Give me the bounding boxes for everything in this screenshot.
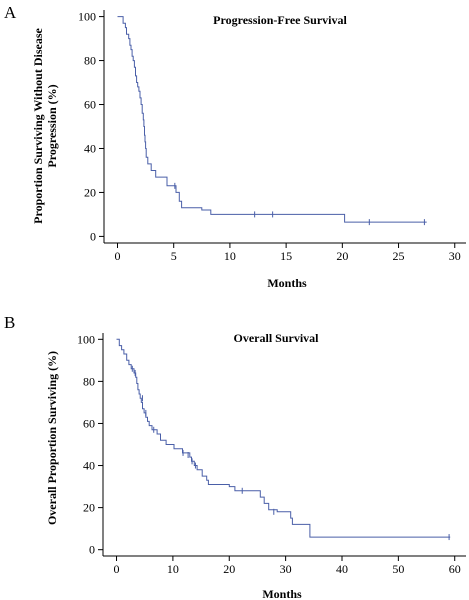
x-tick-label: 0 [114, 562, 120, 576]
y-tick-label: 40 [84, 141, 96, 155]
y-tick-label: 100 [77, 332, 95, 346]
x-tick-label: 30 [449, 249, 461, 263]
y-tick-label: 20 [83, 501, 95, 515]
x-tick-label: 30 [280, 562, 292, 576]
chart-title-os: Overall Survival [234, 331, 320, 345]
panel-b-os-chart: B Overall Survival Months Overall Propor… [4, 313, 466, 600]
plot-area-pfs: 0 5 10 15 20 25 30 0 20 40 60 80 100 [78, 10, 466, 263]
x-tick-label: 0 [114, 249, 120, 263]
x-axis-title-pfs: Months [267, 276, 307, 290]
y-tick-label: 80 [84, 54, 96, 68]
y-axis-title-pfs-line1: Proportion Surviving Without Disease [31, 27, 45, 223]
x-tick-label: 20 [336, 249, 348, 263]
survival-curve [116, 338, 451, 538]
y-tick-label: 0 [89, 543, 95, 557]
x-axis-title-os: Months [262, 587, 302, 600]
plot-area-os: 0 10 20 30 40 50 60 0 20 40 60 80 100 [77, 332, 466, 576]
y-tick-label: 100 [78, 10, 96, 24]
x-tick-label: 5 [171, 249, 177, 263]
x-tick-label: 60 [449, 562, 461, 576]
x-tick-label: 25 [393, 249, 405, 263]
x-tick-label: 10 [167, 562, 179, 576]
x-tick-label: 50 [392, 562, 404, 576]
panel-label-b: B [4, 313, 15, 332]
y-axis-title-os: Overall Proportion Surviving (%) [45, 351, 59, 525]
y-tick-label: 0 [90, 229, 96, 243]
survival-curve [117, 16, 427, 223]
y-axis-title-pfs-line2: Progression (%) [45, 84, 59, 167]
y-tick-label: 40 [83, 459, 95, 473]
x-tick-label: 10 [224, 249, 236, 263]
panel-label-a: A [4, 3, 17, 22]
y-tick-label: 60 [84, 98, 96, 112]
x-tick-label: 40 [336, 562, 348, 576]
x-tick-label: 15 [280, 249, 292, 263]
y-tick-label: 60 [83, 416, 95, 430]
panel-a-pfs-chart: A Progression-Free Survival Months Propo… [4, 3, 466, 290]
y-tick-label: 20 [84, 185, 96, 199]
x-tick-label: 20 [223, 562, 235, 576]
y-tick-label: 80 [83, 374, 95, 388]
chart-title-pfs: Progression-Free Survival [213, 13, 347, 27]
